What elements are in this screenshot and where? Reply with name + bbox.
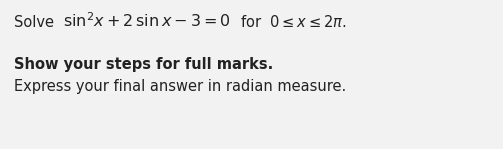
Text: for  $0 \leq x \leq 2\pi$.: for $0 \leq x \leq 2\pi$.	[231, 14, 347, 30]
Text: $\mathrm{sin}^2 x + 2\,\mathrm{sin}\, x - 3 = 0$: $\mathrm{sin}^2 x + 2\,\mathrm{sin}\, x …	[63, 11, 231, 30]
Text: Express your final answer in radian measure.: Express your final answer in radian meas…	[14, 79, 346, 94]
Text: Show your steps for full marks.: Show your steps for full marks.	[14, 57, 273, 72]
Text: Solve: Solve	[14, 15, 63, 30]
